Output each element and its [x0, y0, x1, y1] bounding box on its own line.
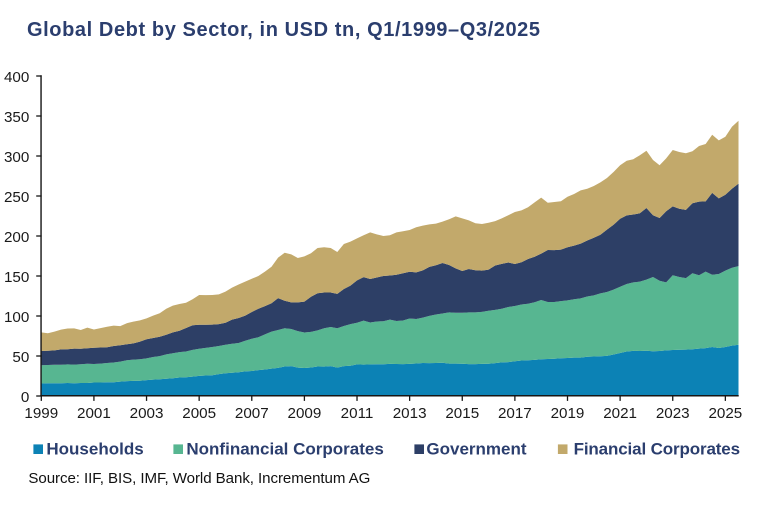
svg-text:2019: 2019: [551, 405, 585, 422]
svg-text:Households: Households: [46, 439, 143, 458]
svg-text:Global Debt by Sector, in USD: Global Debt by Sector, in USD tn, Q1/199…: [27, 19, 540, 41]
svg-text:2015: 2015: [445, 405, 479, 422]
svg-text:Government: Government: [426, 439, 526, 458]
svg-text:250: 250: [4, 189, 29, 206]
svg-text:2023: 2023: [656, 405, 690, 422]
svg-text:2017: 2017: [498, 405, 532, 422]
svg-text:2013: 2013: [393, 405, 427, 422]
svg-text:2007: 2007: [235, 405, 269, 422]
svg-text:100: 100: [4, 309, 29, 326]
svg-text:Source: IIF, BIS, IMF, World B: Source: IIF, BIS, IMF, World Bank, Incre…: [28, 470, 370, 487]
svg-text:Financial Corporates: Financial Corporates: [574, 439, 741, 458]
svg-text:2001: 2001: [77, 405, 111, 422]
svg-text:2025: 2025: [708, 405, 742, 422]
svg-text:300: 300: [4, 149, 29, 166]
svg-text:1999: 1999: [24, 405, 58, 422]
svg-text:0: 0: [21, 389, 29, 406]
svg-text:2005: 2005: [182, 405, 216, 422]
svg-text:2011: 2011: [341, 405, 374, 422]
svg-text:150: 150: [4, 269, 29, 286]
svg-text:Nonfinancial Corporates: Nonfinancial Corporates: [186, 439, 383, 458]
svg-text:50: 50: [12, 349, 29, 366]
svg-text:400: 400: [4, 69, 29, 86]
svg-text:2003: 2003: [130, 405, 164, 422]
svg-text:200: 200: [4, 229, 29, 246]
svg-text:2021: 2021: [603, 405, 637, 422]
svg-text:350: 350: [4, 109, 29, 126]
svg-text:2009: 2009: [288, 405, 322, 422]
